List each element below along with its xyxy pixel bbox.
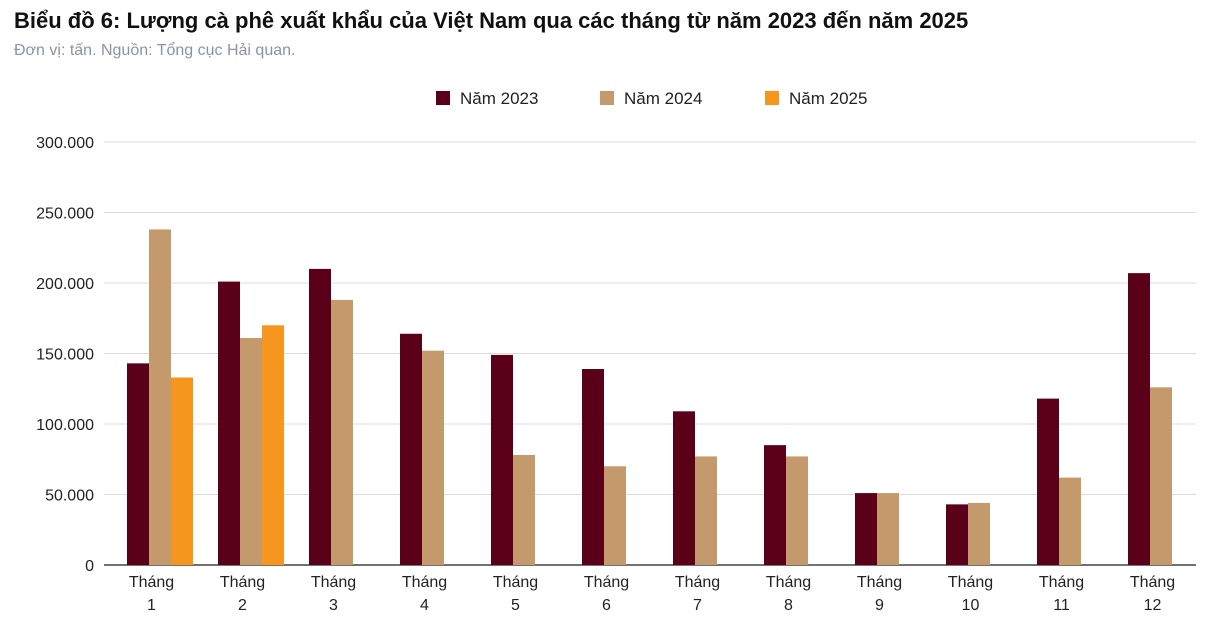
- y-tick-label: 300.000: [36, 135, 94, 152]
- bar-năm-2023-11: [1037, 398, 1059, 565]
- bar-năm-2023-12: [1128, 273, 1150, 565]
- bar-năm-2024-11: [1059, 477, 1081, 565]
- x-tick-label: Tháng: [948, 574, 993, 591]
- y-tick-label: 100.000: [36, 417, 94, 434]
- x-tick-label: 5: [511, 597, 520, 614]
- legend-label: Năm 2023: [460, 89, 538, 108]
- bar-năm-2024-7: [695, 456, 717, 565]
- x-tick-label: 3: [329, 597, 338, 614]
- bar-năm-2023-5: [491, 354, 513, 565]
- x-axis-ticks: Tháng 1 Tháng 2 Tháng 3 Tháng 4 Tháng 5 Tháng 6 Thán…: [129, 574, 1175, 614]
- x-tick-label: Tháng: [220, 574, 265, 591]
- bar-năm-2023-10: [946, 504, 968, 565]
- x-tick-label: Tháng: [584, 574, 629, 591]
- x-tick-label: Tháng: [129, 574, 174, 591]
- legend: Năm 2023 Năm 2024 Năm 2025: [436, 89, 867, 108]
- bar-năm-2024-2: [240, 337, 262, 565]
- x-tick-label: 8: [784, 597, 793, 614]
- bar-năm-2025-1: [171, 377, 193, 565]
- bar-năm-2024-12: [1150, 387, 1172, 565]
- bar-năm-2023-3: [309, 268, 331, 565]
- x-tick-label: 11: [1053, 597, 1070, 614]
- legend-swatch: [765, 91, 779, 105]
- y-tick-label: 0: [85, 558, 94, 575]
- bar-năm-2023-2: [218, 281, 240, 565]
- y-tick-label: 50.000: [45, 488, 94, 505]
- y-tick-label: 150.000: [36, 347, 94, 364]
- x-tick-label: Tháng: [675, 574, 720, 591]
- bar-năm-2024-5: [513, 455, 535, 565]
- x-tick-label: 7: [693, 597, 702, 614]
- chart-title: Biểu đồ 6: Lượng cà phê xuất khẩu của Vi…: [14, 8, 969, 33]
- x-tick-label: Tháng: [1039, 574, 1084, 591]
- x-tick-label: Tháng: [493, 574, 538, 591]
- bars: [127, 229, 1172, 566]
- y-tick-label: 250.000: [36, 206, 94, 223]
- x-tick-label: 9: [875, 597, 884, 614]
- legend-swatch: [600, 91, 614, 105]
- x-tick-label: 2: [238, 597, 247, 614]
- x-tick-label: 1: [147, 597, 156, 614]
- bar-năm-2025-2: [262, 325, 284, 565]
- y-axis-ticks: 0 50.000 100.000 150.000 200.000 250.000 300.0…: [36, 135, 94, 575]
- legend-swatch: [436, 91, 450, 105]
- bar-năm-2024-10: [968, 502, 990, 565]
- bar-năm-2023-4: [400, 333, 422, 565]
- bar-năm-2023-6: [582, 369, 604, 565]
- y-tick-label: 200.000: [36, 276, 94, 293]
- chart-subtitle: Đơn vị: tấn. Nguồn: Tổng cục Hải quan.: [14, 42, 296, 59]
- bar-năm-2024-6: [604, 466, 626, 565]
- bar-năm-2024-9: [877, 493, 899, 565]
- bar-năm-2024-8: [786, 456, 808, 565]
- x-tick-label: Tháng: [766, 574, 811, 591]
- x-tick-label: Tháng: [857, 574, 902, 591]
- bar-năm-2023-7: [673, 411, 695, 565]
- x-tick-label: 10: [962, 597, 980, 614]
- x-tick-label: 4: [420, 597, 429, 614]
- legend-label: Năm 2024: [624, 89, 702, 108]
- bar-năm-2024-1: [149, 229, 171, 566]
- legend-label: Năm 2025: [789, 89, 867, 108]
- x-tick-label: Tháng: [311, 574, 356, 591]
- x-tick-label: Tháng: [1130, 574, 1175, 591]
- bar-năm-2024-4: [422, 350, 444, 565]
- grid-lines: [104, 141, 1196, 566]
- bar-năm-2023-1: [127, 363, 149, 565]
- x-tick-label: Tháng: [402, 574, 447, 591]
- bar-năm-2023-9: [855, 493, 877, 565]
- x-tick-label: 12: [1144, 597, 1162, 614]
- x-tick-label: 6: [602, 597, 611, 614]
- bar-năm-2023-8: [764, 445, 786, 565]
- bar-năm-2024-3: [331, 299, 353, 565]
